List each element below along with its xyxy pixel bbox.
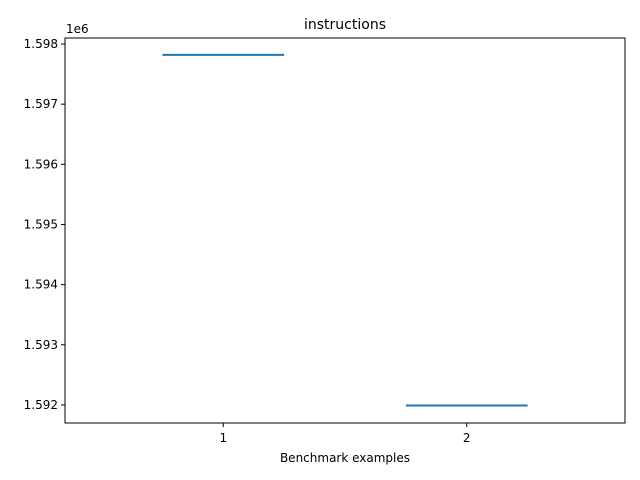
data-marks (162, 53, 528, 407)
chart-title: instructions (304, 17, 386, 33)
y-tick-label: 1.593 (24, 338, 58, 352)
x-tick-label: 2 (463, 431, 471, 445)
plot-frame (64, 37, 626, 424)
y-tick-label: 1.596 (24, 157, 58, 171)
y-offset-label: 1e6 (66, 22, 89, 36)
y-tick-label: 1.598 (24, 37, 58, 51)
x-tick-label: 1 (219, 431, 227, 445)
y-axis-ticks: 1.592 1.593 1.594 1.595 1.596 1.597 1.598 (24, 37, 65, 412)
y-tick-label: 1.597 (24, 97, 58, 111)
y-tick-label: 1.594 (24, 278, 58, 292)
y-tick-label: 1.595 (24, 217, 58, 231)
y-tick-label: 1.592 (24, 398, 58, 412)
x-axis-label: Benchmark examples (280, 451, 410, 465)
